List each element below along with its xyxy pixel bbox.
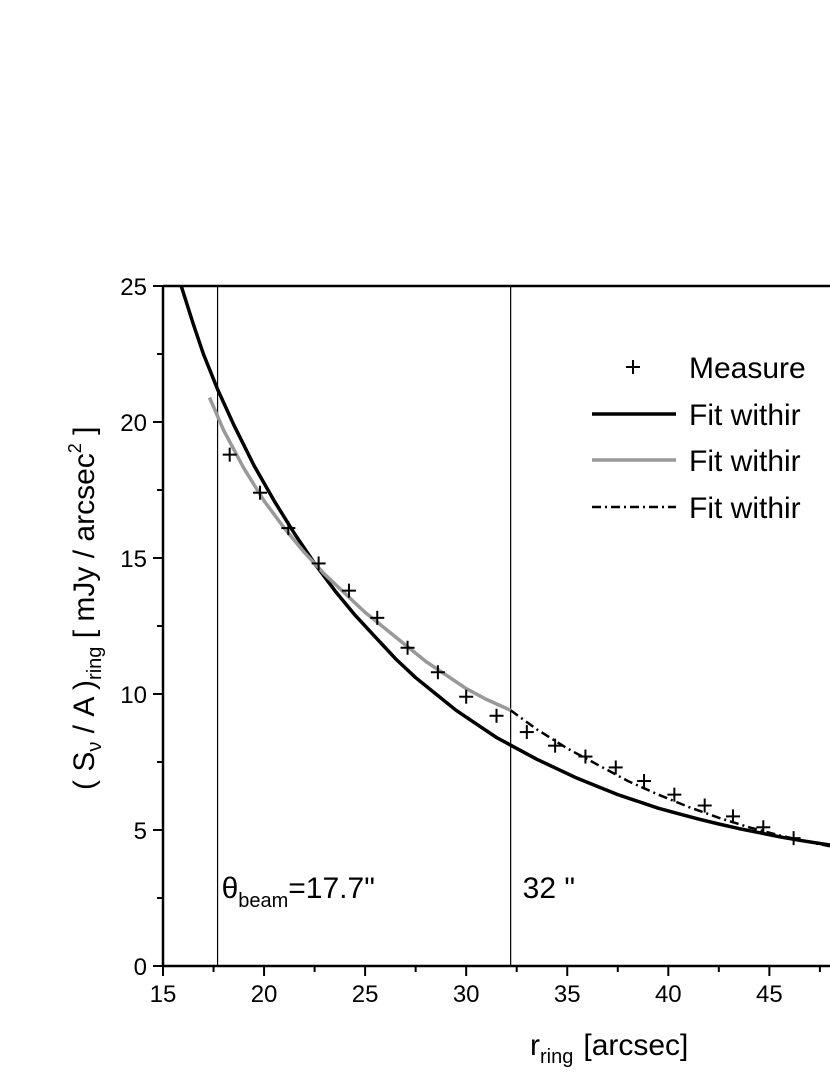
y-axis-title-mid: / A ) <box>68 680 101 742</box>
fit-lines <box>179 286 830 848</box>
beam-annotation-value: =17.7" <box>288 872 375 905</box>
data-point-9 <box>489 708 504 723</box>
legend-label-1: Fit withir <box>689 399 801 432</box>
y-axis-title-sub-ring: ring <box>84 647 106 680</box>
series-line-3 <box>509 709 830 848</box>
x-tick-label-5: 40 <box>655 981 682 1008</box>
x-tick-label-1: 20 <box>251 981 278 1008</box>
y-axis-title-sub-nu: ν <box>84 742 106 752</box>
legend-marker-0 <box>626 360 640 374</box>
legend-label-0: Measure <box>689 352 806 385</box>
y-tick-label-5: 25 <box>120 274 147 301</box>
beam-annotation-theta: θ <box>222 872 239 905</box>
y-axis-title: ( Sν / A )ring [ mJy / arcsec2 ] <box>65 427 106 790</box>
x-tick-label-6: 45 <box>756 981 783 1008</box>
plot-area <box>179 286 830 966</box>
beam-annotation: θbeam=17.7" <box>222 872 375 912</box>
x-axis: 15 20 25 30 35 40 45 <box>150 966 821 1008</box>
y-axis-title-open: ( S <box>68 752 101 790</box>
annotations: θbeam=17.7" 32 " <box>222 872 575 912</box>
x-tick-label-3: 30 <box>453 981 480 1008</box>
beam-annotation-sub: beam <box>238 890 288 912</box>
x-axis-title-main: r <box>530 1029 540 1062</box>
y-tick-label-1: 5 <box>134 818 147 845</box>
data-point-15 <box>667 787 682 802</box>
x-axis-title: rring [arcsec] <box>530 1029 688 1068</box>
legend: Measure Fit withir Fit withir Fit withir <box>592 352 806 525</box>
y-axis-title-sup: 2 <box>65 443 85 453</box>
data-point-17 <box>725 809 740 824</box>
series-line-2 <box>207 396 512 712</box>
x-axis-title-unit: [arcsec] <box>583 1029 688 1062</box>
radius-annotation: 32 " <box>523 872 575 905</box>
y-axis-title-unit: [ mJy / arcsec <box>68 453 101 646</box>
plot-frame <box>161 284 830 968</box>
x-axis-title-sub: ring <box>540 1046 573 1068</box>
y-tick-label-2: 10 <box>120 682 147 709</box>
data-point-12 <box>578 749 593 764</box>
x-tick-label-0: 15 <box>150 981 177 1008</box>
legend-label-3: Fit withir <box>689 492 801 525</box>
y-axis: 0 5 10 15 20 25 <box>120 274 163 981</box>
vertical-markers <box>216 286 512 966</box>
data-point-14 <box>637 774 652 789</box>
data-point-4 <box>341 583 356 598</box>
data-point-19 <box>786 831 801 846</box>
y-tick-label-0: 0 <box>134 954 147 981</box>
data-point-6 <box>400 640 415 655</box>
x-tick-label-4: 35 <box>554 981 581 1008</box>
data-point-5 <box>370 610 385 625</box>
data-point-11 <box>548 738 563 753</box>
y-tick-label-4: 20 <box>120 410 147 437</box>
data-point-7 <box>430 665 445 680</box>
y-tick-label-3: 15 <box>120 546 147 573</box>
legend-label-2: Fit withir <box>689 445 801 478</box>
data-point-10 <box>519 725 534 740</box>
data-point-16 <box>697 798 712 813</box>
data-point-2 <box>281 521 296 536</box>
data-point-18 <box>756 820 771 835</box>
y-axis-title-close: ] <box>68 427 101 444</box>
series-line-1 <box>179 286 830 847</box>
data-point-8 <box>459 689 474 704</box>
measured-points <box>222 447 801 846</box>
data-point-1 <box>253 485 268 500</box>
data-point-13 <box>608 760 623 775</box>
x-tick-label-2: 25 <box>352 981 379 1008</box>
data-point-0 <box>222 447 237 462</box>
data-point-3 <box>311 556 326 571</box>
